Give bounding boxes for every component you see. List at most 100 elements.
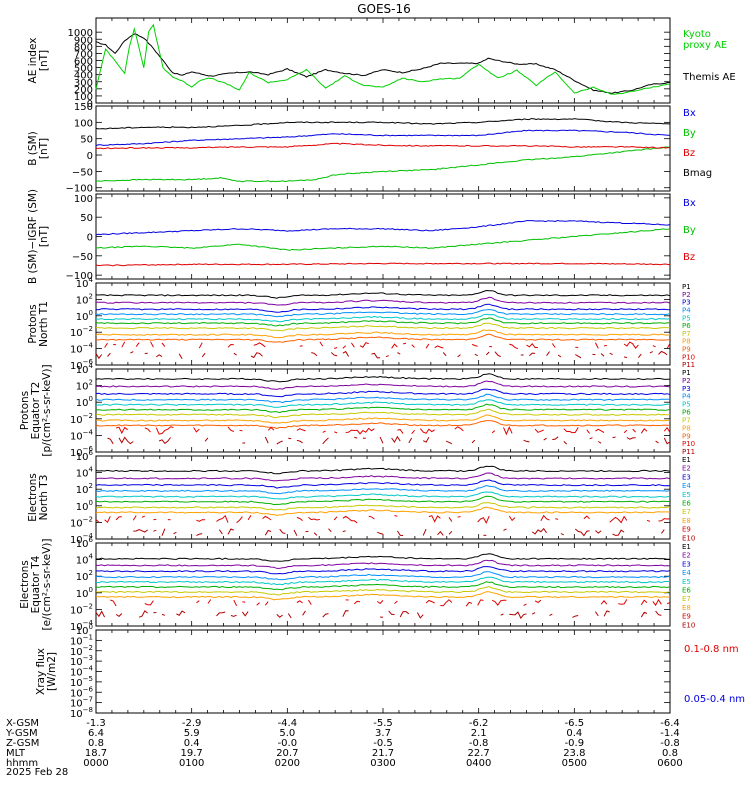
channel-line-p3	[95, 388, 671, 398]
y-tick-label: 0	[87, 233, 93, 244]
legend-label: P4	[682, 393, 691, 401]
legend-label: E9	[682, 613, 691, 621]
panel-frame	[95, 368, 671, 453]
ephemeris-value: 6.4	[88, 728, 104, 739]
y-tick-label: 50	[80, 213, 93, 224]
channel-line-e8	[95, 506, 671, 516]
legend-label: P10	[682, 440, 695, 448]
legend-label: Bx	[683, 198, 696, 209]
panel-7: 10−4 10−2 100 102 104 106 Electrons Equator T4[…	[19, 536, 695, 633]
ephemeris-value: -6.2	[469, 718, 489, 729]
ephemeris-value: 2.1	[471, 728, 487, 739]
ephemeris-value: 21.7	[372, 748, 394, 759]
legend-label: P8	[682, 338, 691, 346]
y-tick-label: −50	[72, 167, 93, 178]
channel-line-p1	[95, 373, 671, 383]
y-tick-label: 50	[80, 135, 93, 146]
channel-line-e7	[95, 585, 671, 596]
ephemeris-value: 18.7	[85, 748, 107, 759]
y-tick-label: 10−4	[70, 619, 94, 633]
y-tick-label: 102	[76, 482, 93, 496]
y-axis-label: Electrons	[19, 560, 31, 609]
y-tick-label: 100	[74, 92, 93, 103]
ephemeris-value: -6.5	[565, 718, 585, 729]
ephemeris-value: -1.3	[86, 718, 106, 729]
legend-label: E8	[682, 604, 691, 612]
legend-label: P2	[682, 291, 691, 299]
legend-label: Bmag	[683, 168, 712, 179]
y-axis-label: B (SM)	[27, 131, 39, 165]
channel-line-p5	[95, 313, 671, 323]
series-line-by	[96, 228, 671, 251]
ephemeris-value: 5.9	[184, 728, 200, 739]
panel-frame	[95, 629, 671, 714]
channel-line-p9	[95, 420, 671, 430]
channel-line-e1	[95, 465, 671, 475]
y-tick-label: 700	[74, 49, 93, 60]
legend-label: P6	[682, 409, 691, 417]
y-tick-label: 104	[76, 362, 94, 376]
y-tick-label: 10−4	[70, 665, 94, 679]
panel-4: 10−6 10−4 10−2 100 102 104 Protons North T1 P1P2…	[27, 276, 695, 372]
y-tick-label: 104	[76, 466, 94, 480]
y-axis-label: [e/(cm²-s-sr-keV)]	[41, 539, 53, 631]
y-tick-label: 10−4	[70, 428, 94, 442]
y-tick-label: −100	[66, 184, 93, 195]
series-line-bz	[95, 142, 671, 150]
y-tick-label: 10−2	[70, 325, 93, 339]
y-tick-label: −100	[66, 271, 93, 282]
y-tick-label: 10−2	[70, 602, 93, 616]
channel-line-p11	[95, 350, 668, 360]
panel-frame	[95, 193, 671, 280]
y-axis-label: [nT]	[38, 138, 50, 159]
y-tick-label: 100	[76, 309, 93, 323]
legend-label: E10	[682, 621, 695, 629]
channel-line-e5	[95, 491, 671, 500]
channel-line-p9	[95, 333, 671, 343]
y-axis-label: Electrons	[27, 473, 39, 522]
ephemeris-row-label: hhmm	[6, 758, 38, 769]
ephemeris-value: 0500	[562, 758, 587, 769]
ephemeris-value: 23.8	[563, 748, 585, 759]
y-axis-label: [nT]	[38, 50, 50, 71]
legend-label: Bx	[683, 108, 696, 119]
channel-line-e6	[95, 581, 671, 591]
date-label: 2025 Feb 28	[6, 767, 68, 778]
legend-label: P3	[682, 299, 691, 307]
legend-label: E9	[682, 526, 691, 534]
panel-5: 10−6 10−4 10−2 100 102 104 Protons Equator T2 [p…	[19, 362, 695, 459]
y-tick-label: 10−2	[70, 515, 93, 529]
y-axis-label: North T1	[38, 301, 50, 347]
y-axis-label: North T3	[38, 475, 50, 521]
legend-label: P2	[682, 377, 691, 385]
panel-2: −100 −50 0 50 100 150 B (SM) [nT] Bx By Bz Bmag	[27, 102, 712, 195]
ephemeris-value: 0.8	[88, 738, 104, 749]
legend-label: P7	[682, 330, 691, 338]
y-axis-label: Xray flux	[35, 648, 47, 695]
y-tick-label: 100	[76, 395, 93, 409]
y-tick-label: 300	[74, 78, 93, 89]
y-tick-label: 150	[74, 102, 93, 113]
channel-line-p5	[95, 399, 671, 408]
ephemeris-value: 0.8	[662, 748, 678, 759]
channel-line-e3	[95, 566, 671, 575]
y-axis-label: Protons	[19, 391, 31, 430]
ephemeris-value: -0.8	[469, 738, 489, 749]
y-tick-label: 10−4	[70, 342, 94, 356]
y-axis-label: Equator T4	[30, 555, 42, 613]
legend-label: E4	[682, 482, 691, 490]
legend-label: E5	[682, 578, 691, 586]
plot-title: GOES-16	[357, 2, 411, 16]
ephemeris-value: 22.7	[468, 748, 490, 759]
channel-line-p1	[95, 289, 671, 299]
legend-label: P9	[682, 432, 691, 440]
y-tick-label: 400	[74, 71, 93, 82]
y-tick-label: 600	[74, 57, 93, 68]
ephemeris-row-label: Z-GSM	[6, 738, 39, 749]
channel-line-p2	[95, 296, 671, 306]
channel-line-p11	[107, 435, 671, 445]
series-line-themis-ae	[95, 33, 671, 94]
ephemeris-row-label: X-GSM	[6, 718, 39, 729]
series-line-bz	[95, 262, 671, 267]
ephemeris-row-label: MLT	[6, 748, 26, 759]
